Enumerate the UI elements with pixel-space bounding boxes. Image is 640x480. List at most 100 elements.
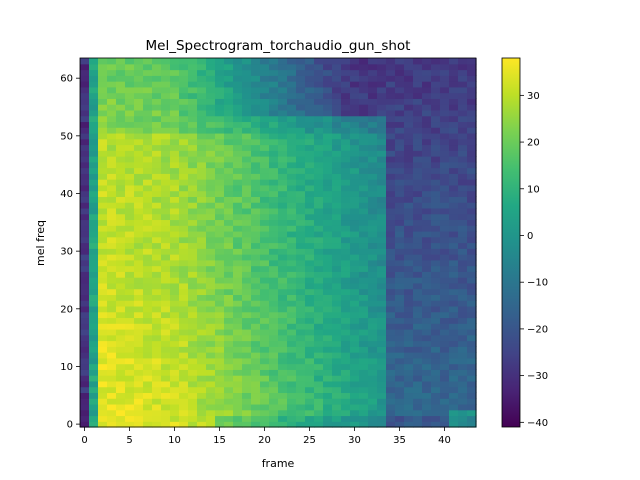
heatmap-cell bbox=[314, 236, 324, 244]
heatmap-cell bbox=[413, 92, 423, 99]
heatmap-cell bbox=[251, 375, 261, 382]
heatmap-cell bbox=[323, 138, 333, 146]
heatmap-cell bbox=[395, 323, 405, 330]
heatmap-cell bbox=[251, 305, 261, 313]
heatmap-cell bbox=[233, 334, 243, 342]
heatmap-cell bbox=[278, 69, 288, 76]
heatmap-cell bbox=[260, 363, 270, 370]
heatmap-cell bbox=[377, 161, 387, 169]
heatmap-cell bbox=[386, 202, 396, 209]
heatmap-cell bbox=[305, 380, 315, 388]
heatmap-cell bbox=[188, 156, 198, 163]
heatmap-cell bbox=[404, 138, 414, 146]
heatmap-cell bbox=[359, 202, 369, 209]
heatmap-cell bbox=[125, 277, 135, 284]
heatmap-cell bbox=[143, 386, 153, 394]
heatmap-cell bbox=[431, 415, 441, 422]
heatmap-cell bbox=[449, 58, 459, 65]
heatmap-cell bbox=[251, 346, 261, 353]
heatmap-cell bbox=[251, 277, 261, 284]
heatmap-cell bbox=[170, 63, 180, 71]
heatmap-cell bbox=[278, 369, 288, 376]
heatmap-cell bbox=[413, 317, 423, 324]
heatmap-cell bbox=[395, 334, 405, 342]
heatmap-cell bbox=[134, 265, 144, 272]
heatmap-cell bbox=[143, 254, 153, 261]
heatmap-cell bbox=[143, 230, 153, 238]
heatmap-cell bbox=[458, 132, 468, 140]
heatmap-cell bbox=[143, 369, 153, 376]
heatmap-cell bbox=[269, 81, 279, 88]
heatmap-cell bbox=[404, 386, 414, 394]
heatmap-cell bbox=[359, 375, 369, 382]
heatmap-cell bbox=[89, 386, 99, 394]
heatmap-cell bbox=[269, 132, 279, 140]
heatmap-cell bbox=[395, 190, 405, 197]
heatmap-cell bbox=[431, 403, 441, 411]
heatmap-cell bbox=[233, 179, 243, 186]
heatmap-cell bbox=[278, 190, 288, 197]
heatmap-cell bbox=[179, 156, 189, 163]
heatmap-cell bbox=[251, 248, 261, 255]
heatmap-cell bbox=[386, 317, 396, 324]
heatmap-cell bbox=[260, 115, 270, 123]
heatmap-cell bbox=[458, 398, 468, 405]
heatmap-cell bbox=[260, 265, 270, 272]
heatmap-cell bbox=[278, 104, 288, 111]
heatmap-cell bbox=[170, 150, 180, 157]
heatmap-cell bbox=[386, 363, 396, 370]
heatmap-cell bbox=[467, 277, 477, 284]
heatmap-cell bbox=[134, 75, 144, 82]
heatmap-cell bbox=[278, 277, 288, 284]
heatmap-cell bbox=[89, 81, 99, 88]
heatmap-cell bbox=[170, 334, 180, 342]
heatmap-cell bbox=[269, 242, 279, 249]
heatmap-cell bbox=[341, 323, 351, 330]
heatmap-cell bbox=[152, 421, 162, 428]
heatmap-cell bbox=[431, 58, 441, 65]
heatmap-cell bbox=[206, 421, 216, 428]
heatmap-cell bbox=[242, 311, 252, 319]
heatmap-cell bbox=[305, 58, 315, 65]
heatmap-cell bbox=[377, 409, 387, 417]
heatmap-cell bbox=[206, 75, 216, 82]
heatmap-cell bbox=[206, 386, 216, 394]
heatmap-cell bbox=[350, 363, 360, 370]
heatmap-cell bbox=[368, 213, 378, 221]
heatmap-cell bbox=[233, 403, 243, 411]
heatmap-cell bbox=[242, 398, 252, 405]
heatmap-cell bbox=[431, 109, 441, 117]
heatmap-cell bbox=[458, 202, 468, 209]
heatmap-cell bbox=[197, 340, 207, 347]
heatmap-cell bbox=[458, 375, 468, 382]
heatmap-cell bbox=[386, 340, 396, 347]
heatmap-cell bbox=[134, 380, 144, 388]
heatmap-cell bbox=[251, 98, 261, 105]
heatmap-cell bbox=[296, 254, 306, 261]
heatmap-cell bbox=[125, 225, 135, 232]
heatmap-cell bbox=[431, 63, 441, 71]
heatmap-cell bbox=[377, 156, 387, 163]
heatmap-cell bbox=[179, 242, 189, 249]
heatmap-cell bbox=[197, 138, 207, 146]
heatmap-cell bbox=[458, 92, 468, 99]
heatmap-cell bbox=[368, 369, 378, 376]
heatmap-cell bbox=[395, 167, 405, 174]
heatmap-cell bbox=[197, 81, 207, 88]
heatmap-cell bbox=[98, 58, 108, 65]
heatmap-cell bbox=[170, 294, 180, 301]
heatmap-cell bbox=[404, 75, 414, 82]
heatmap-cell bbox=[134, 92, 144, 99]
heatmap-cell bbox=[197, 179, 207, 186]
heatmap-cell bbox=[116, 403, 126, 411]
heatmap-cell bbox=[125, 236, 135, 244]
heatmap-cell bbox=[161, 219, 171, 226]
heatmap-cell bbox=[143, 403, 153, 411]
heatmap-cell bbox=[179, 288, 189, 295]
heatmap-cell bbox=[161, 121, 171, 128]
heatmap-cell bbox=[179, 196, 189, 203]
heatmap-cell bbox=[413, 173, 423, 180]
heatmap-cell bbox=[170, 98, 180, 105]
heatmap-cell bbox=[269, 219, 279, 226]
heatmap-cell bbox=[179, 415, 189, 422]
